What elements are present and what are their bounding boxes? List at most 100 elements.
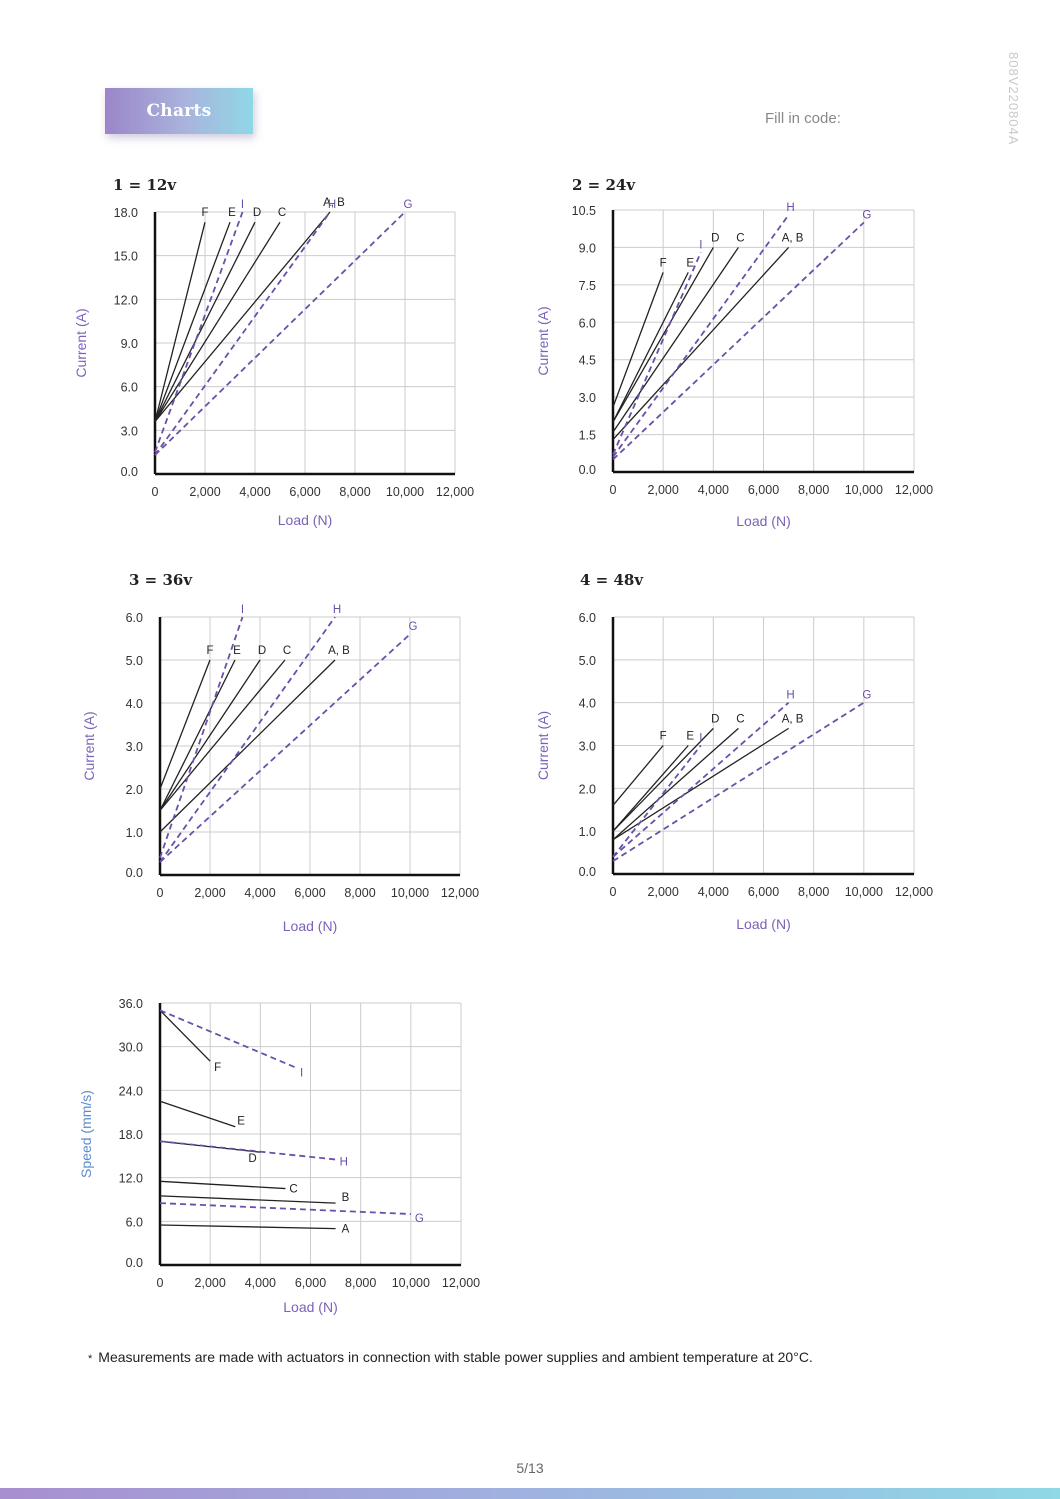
- series-label-i: I: [241, 604, 244, 616]
- y-tick-label: 36.0: [119, 997, 143, 1011]
- x-tick-label: 12,000: [441, 886, 479, 900]
- y-tick-label: 6.0: [579, 316, 596, 330]
- x-tick-label: 2,000: [195, 1276, 226, 1290]
- series-line-f: [612, 745, 664, 806]
- x-tick-label: 2,000: [648, 885, 679, 899]
- series-line-b: [159, 1195, 336, 1204]
- series-label-b: B: [342, 1192, 350, 1204]
- x-tick-label: 2,000: [194, 886, 225, 900]
- x-tick-label: 4,000: [245, 1276, 276, 1290]
- x-tick-label: 4,000: [698, 483, 729, 497]
- x-tick-label: 4,000: [239, 485, 270, 499]
- fill-in-code-label: Fill in code:: [765, 110, 841, 127]
- y-tick-label: 2.0: [579, 782, 596, 796]
- y-tick-label: 7.5: [579, 279, 596, 293]
- y-tick-label: 18.0: [119, 1128, 143, 1142]
- series-label-g: G: [862, 690, 871, 702]
- y-tick-label: 6.0: [126, 1215, 143, 1229]
- series-label-g: G: [415, 1213, 424, 1225]
- x-axis-title: Load (N): [283, 918, 337, 934]
- series-label-d: D: [258, 645, 266, 657]
- series-label-a: A: [342, 1224, 350, 1236]
- series-label-f: F: [206, 645, 213, 657]
- y-tick-label: 0.0: [121, 465, 138, 479]
- y-tick-label: 12.0: [114, 293, 138, 307]
- series-line-h: [612, 701, 790, 858]
- series-line-i: [159, 616, 244, 859]
- y-tick-label: 0.0: [579, 463, 596, 477]
- series-label-d: D: [248, 1153, 256, 1165]
- x-tick-label: 12,000: [442, 1276, 480, 1290]
- y-tick-label: 6.0: [121, 381, 138, 395]
- series-line-g: [612, 221, 865, 461]
- series-label-a-b: A, B: [782, 232, 804, 244]
- x-tick-label: 4,000: [244, 886, 275, 900]
- series-label-g: G: [862, 209, 871, 221]
- series-label-a-b: A, B: [328, 645, 350, 657]
- y-axis-title: Current (A): [535, 711, 551, 780]
- series-line-g: [159, 633, 411, 863]
- series-label-f: F: [660, 257, 667, 269]
- x-axis-title: Load (N): [283, 1299, 337, 1315]
- x-tick-label: 12,000: [436, 485, 474, 499]
- series-label-c: C: [736, 713, 744, 725]
- section-badge: Charts: [105, 88, 253, 134]
- x-tick-label: 8,000: [798, 483, 829, 497]
- y-tick-label: 0.0: [126, 866, 143, 880]
- series-label-e: E: [228, 207, 236, 219]
- x-tick-label: 8,000: [344, 886, 375, 900]
- y-tick-label: 6.0: [579, 611, 596, 625]
- document-code: 808V220804A: [1006, 52, 1021, 146]
- series-line-c: [612, 727, 739, 841]
- x-tick-label: 8,000: [339, 485, 370, 499]
- y-tick-label: 24.0: [119, 1084, 143, 1098]
- x-tick-label: 8,000: [798, 885, 829, 899]
- x-tick-label: 2,000: [648, 483, 679, 497]
- series-label-h: H: [333, 604, 341, 616]
- series-line-e: [612, 745, 689, 832]
- series-line-g: [154, 211, 406, 456]
- y-axis-title: Current (A): [73, 308, 89, 377]
- series-label-a-b: A, B: [782, 713, 804, 725]
- y-tick-label: 15.0: [114, 250, 138, 264]
- series-label-i: I: [300, 1068, 303, 1080]
- y-tick-label: 9.0: [579, 241, 596, 255]
- y-tick-label: 10.5: [572, 204, 596, 218]
- series-label-c: C: [278, 207, 286, 219]
- x-tick-label: 10,000: [386, 485, 424, 499]
- series-line-a: [159, 1224, 336, 1230]
- series-line-a-b: [612, 246, 790, 441]
- chart-title-12v: 1 = 12v: [113, 176, 177, 194]
- y-tick-label: 5.0: [126, 654, 143, 668]
- series-line-e: [159, 1100, 236, 1128]
- series-line-i: [612, 744, 702, 858]
- y-axis-title: Current (A): [81, 711, 97, 780]
- series-label-h: H: [328, 199, 336, 211]
- series-line-i: [159, 1009, 299, 1070]
- series-label-c: C: [736, 232, 744, 244]
- y-tick-label: 1.0: [579, 825, 596, 839]
- series-line-i: [154, 211, 244, 453]
- x-tick-label: 12,000: [895, 885, 933, 899]
- bottom-accent-bar: [0, 1488, 1060, 1499]
- x-tick-label: 10,000: [392, 1276, 430, 1290]
- series-label-e: E: [237, 1116, 245, 1128]
- x-tick-label: 0: [610, 885, 617, 899]
- series-label-f: F: [660, 731, 667, 743]
- series-line-d: [612, 727, 714, 832]
- x-tick-label: 10,000: [391, 886, 429, 900]
- series-label-c: C: [283, 645, 291, 657]
- x-tick-label: 0: [157, 886, 164, 900]
- series-line-f: [612, 272, 664, 408]
- series-line-c: [159, 1180, 286, 1190]
- series-line-e: [159, 659, 236, 811]
- footnote-text: Measurements are made with actuators in …: [98, 1349, 813, 1365]
- y-axis-title: Speed (mm/s): [78, 1090, 94, 1178]
- y-tick-label: 4.0: [126, 697, 143, 711]
- y-tick-label: 0.0: [126, 1256, 143, 1270]
